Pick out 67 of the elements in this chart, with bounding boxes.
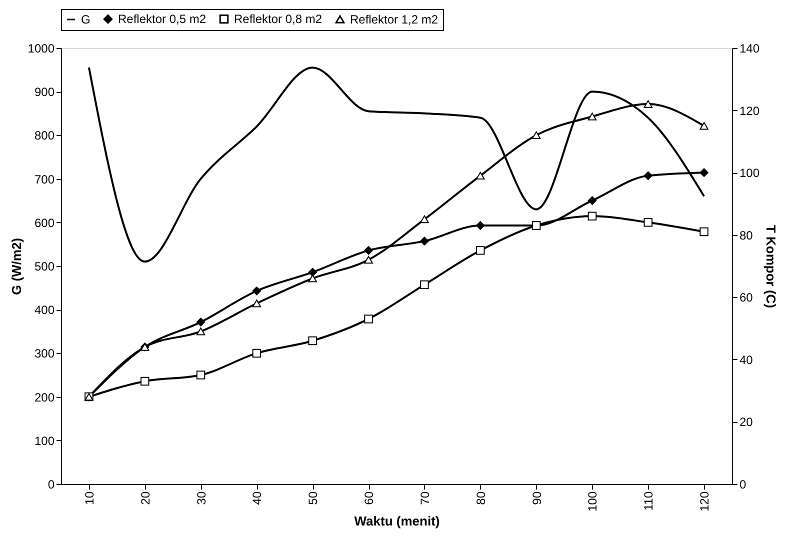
y-tick-label: 300 [34, 346, 55, 361]
point [364, 256, 373, 264]
point [252, 300, 262, 308]
x-tick-label: 50 [306, 491, 320, 505]
x-tick-label: 10 [82, 491, 96, 505]
x-tick-label: 70 [418, 491, 432, 505]
point [588, 112, 597, 120]
point [364, 314, 373, 324]
point [532, 131, 541, 140]
point [476, 246, 485, 255]
point [476, 172, 485, 180]
point [308, 336, 317, 346]
y2-axis-title: T Kompor (C) [764, 224, 779, 308]
y-tick-label: 600 [34, 216, 55, 230]
y-tick-label: 700 [34, 172, 55, 186]
y-tick-label: 500 [34, 260, 55, 274]
x-tick-label: 20 [138, 491, 152, 505]
y2-tick-label: 60 [740, 290, 754, 305]
point [700, 168, 708, 177]
y-tick-label: 900 [34, 85, 55, 100]
y-tick-label: 800 [34, 128, 55, 143]
point [196, 318, 206, 326]
x-tick-label: 80 [474, 491, 488, 505]
y2-tick-label: 100 [740, 166, 760, 180]
x-tick-label: 100 [586, 491, 600, 512]
point [588, 196, 597, 205]
y-axis-title: G (W/m2) [8, 238, 24, 296]
point [308, 268, 317, 277]
point [644, 171, 652, 180]
point [476, 221, 485, 230]
y-tick-label: 400 [34, 303, 55, 318]
point [308, 274, 317, 282]
point [700, 227, 708, 236]
y2-tick-label: 120 [740, 104, 760, 118]
point [588, 212, 597, 221]
y2-tick-label: 0 [740, 478, 746, 492]
point [420, 280, 429, 290]
y-tick-label: 0 [48, 478, 55, 492]
y2-tick-label: 20 [740, 415, 754, 430]
x-tick-label: 90 [530, 491, 544, 505]
y-tick-label: 200 [34, 390, 55, 404]
point [420, 215, 429, 224]
x-tick-label: 60 [362, 491, 376, 505]
point [196, 328, 206, 336]
point [700, 122, 708, 130]
point [252, 286, 262, 296]
point [196, 370, 206, 380]
y-tick-label: 1000 [28, 42, 55, 56]
point [644, 218, 652, 227]
y2-tick-label: 140 [740, 42, 760, 56]
y2-tick-label: 40 [740, 352, 754, 367]
point [644, 100, 652, 108]
point [364, 246, 373, 255]
legend-label: Reflektor 0,5 m2 [118, 12, 206, 26]
point [140, 376, 150, 386]
x-tick-label: 120 [698, 491, 712, 512]
y2-tick-label: 80 [740, 228, 754, 242]
y-tick-label: 100 [34, 434, 55, 448]
legend-label: Reflektor 1,2 m2 [350, 12, 438, 26]
legend-label: G [81, 12, 90, 26]
legend-label: Reflektor 0,8 m2 [234, 12, 322, 26]
x-axis-title: Waktu (menit) [354, 514, 440, 529]
x-tick-label: 40 [250, 491, 264, 505]
point [420, 236, 429, 246]
x-tick-label: 30 [194, 491, 208, 505]
point [252, 348, 262, 358]
x-tick-label: 110 [642, 491, 656, 511]
